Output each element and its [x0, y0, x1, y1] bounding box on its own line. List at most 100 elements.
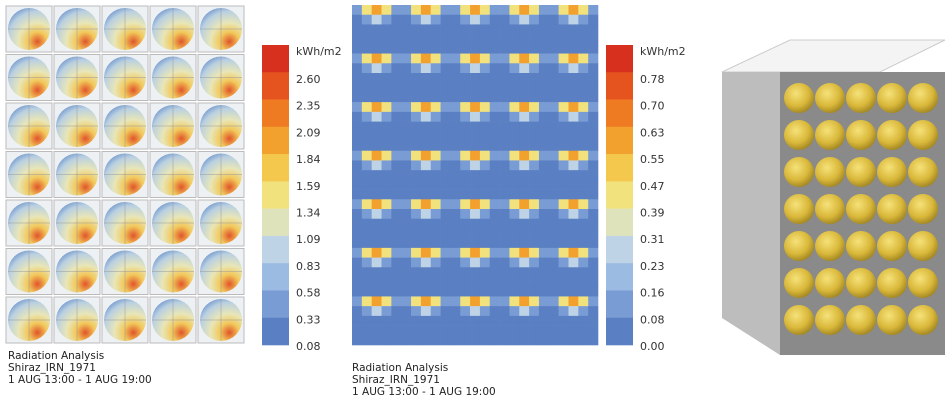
legend-label: 0.31 — [640, 233, 665, 246]
heat-cell — [372, 54, 382, 64]
heat-cell — [549, 73, 559, 83]
sphere — [815, 194, 845, 224]
heat-cell — [578, 199, 588, 209]
heat-cell — [568, 83, 578, 93]
heat-cell — [382, 170, 392, 180]
heat-cell — [372, 238, 382, 248]
heat-cell — [391, 44, 401, 54]
heat-cell — [401, 296, 411, 306]
heat-cell — [529, 141, 539, 151]
heat-cell — [391, 326, 401, 336]
heat-cell — [480, 296, 490, 306]
heat-cell — [460, 170, 470, 180]
heat-cell — [431, 190, 441, 200]
heat-cell — [391, 248, 401, 258]
heat-cell — [362, 199, 372, 209]
heat-cell — [578, 15, 588, 25]
heat-cell — [391, 34, 401, 44]
heat-cell — [382, 287, 392, 297]
heat-cell — [529, 326, 539, 336]
heat-cell — [470, 248, 480, 258]
heat-cell — [421, 238, 431, 248]
heat-cell — [480, 335, 490, 345]
heat-cell — [441, 83, 451, 93]
heat-cell — [431, 92, 441, 102]
heat-cell — [539, 112, 549, 122]
legend-label: 2.35 — [296, 100, 321, 113]
heat-cell — [578, 228, 588, 238]
heat-cell — [559, 335, 569, 345]
heat-cell — [372, 209, 382, 219]
heat-cell — [500, 238, 510, 248]
legend-label: 1.34 — [296, 207, 321, 220]
heat-cell — [559, 316, 569, 326]
legend-label: 2.09 — [296, 126, 321, 139]
heat-cell — [578, 296, 588, 306]
heat-cell — [568, 15, 578, 25]
heat-cell — [362, 296, 372, 306]
sphere — [908, 83, 938, 113]
heat-cell — [411, 248, 421, 258]
heat-cell — [578, 24, 588, 34]
caption-line: Radiation Analysis — [8, 350, 104, 362]
heat-cell — [500, 5, 510, 15]
heat-cell — [480, 326, 490, 336]
heat-cell — [568, 316, 578, 326]
heat-cell — [352, 44, 362, 54]
heat-cell — [450, 54, 460, 64]
heat-cell — [519, 24, 529, 34]
heat-cell — [421, 287, 431, 297]
heat-cell — [539, 296, 549, 306]
heat-cell — [470, 160, 480, 170]
sphere — [908, 157, 938, 187]
legend-swatch — [606, 209, 633, 237]
heat-cell — [372, 258, 382, 268]
heat-cell — [431, 34, 441, 44]
heat-cell — [362, 180, 372, 190]
heat-cell — [382, 15, 392, 25]
heat-cell — [411, 44, 421, 54]
heat-cell — [460, 267, 470, 277]
heat-cell — [460, 258, 470, 268]
heat-cell — [421, 258, 431, 268]
heat-cell — [362, 15, 372, 25]
heat-cell — [401, 151, 411, 161]
sphere — [846, 268, 876, 298]
heat-cell — [588, 34, 598, 44]
heat-cell — [588, 54, 598, 64]
heat-cell — [421, 180, 431, 190]
heat-cell — [372, 92, 382, 102]
heat-cell — [362, 141, 372, 151]
heat-cell — [568, 5, 578, 15]
heat-cell — [411, 296, 421, 306]
heat-cell — [421, 277, 431, 287]
heat-cell — [362, 44, 372, 54]
heat-cell — [509, 267, 519, 277]
heat-cell — [382, 199, 392, 209]
heat-cell — [500, 219, 510, 229]
heat-cell — [372, 228, 382, 238]
heat-cell — [588, 180, 598, 190]
heat-cell — [568, 190, 578, 200]
heat-cell — [490, 287, 500, 297]
heat-cell — [529, 180, 539, 190]
legend-swatch — [606, 263, 633, 291]
heat-cell — [421, 316, 431, 326]
heat-cell — [382, 63, 392, 73]
heat-cell — [382, 112, 392, 122]
heat-cell — [421, 24, 431, 34]
heat-cell — [578, 5, 588, 15]
heat-cell — [490, 73, 500, 83]
heat-cell — [568, 258, 578, 268]
heat-cell — [539, 34, 549, 44]
heat-cell — [441, 63, 451, 73]
heat-cell — [391, 141, 401, 151]
heat-cell — [460, 277, 470, 287]
heat-cell — [401, 199, 411, 209]
heat-cell — [470, 24, 480, 34]
heat-cell — [421, 92, 431, 102]
heat-cell — [431, 170, 441, 180]
heat-cell — [372, 131, 382, 141]
heat-cell — [519, 219, 529, 229]
heat-cell — [588, 102, 598, 112]
